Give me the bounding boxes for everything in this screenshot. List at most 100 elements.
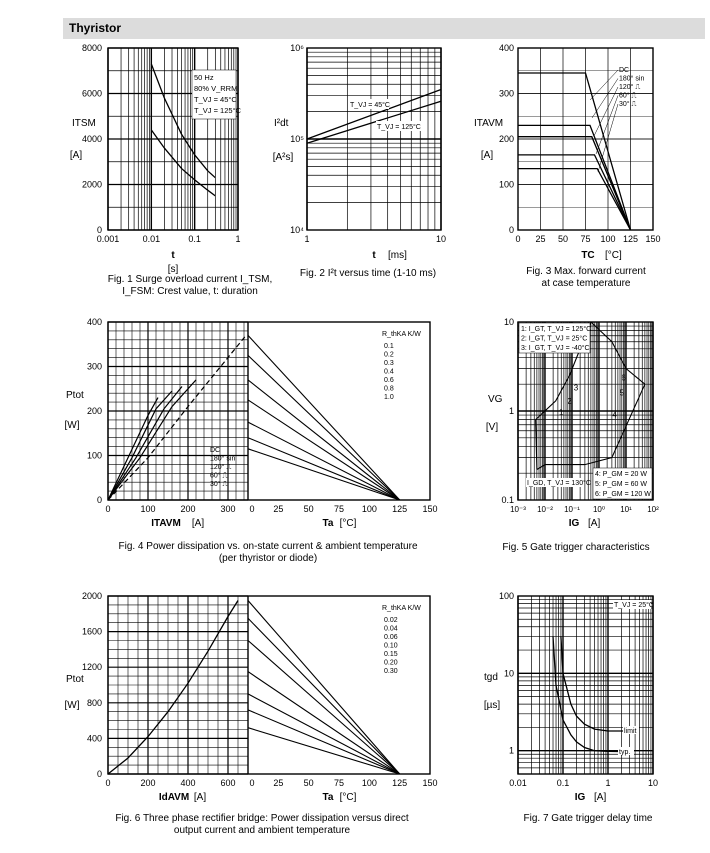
y-tick-label: 100 (499, 180, 514, 190)
y-tick-label: 300 (87, 362, 102, 372)
legend-entry: 4: P_GM = 20 W (595, 471, 647, 478)
legend-entry: DC (619, 67, 629, 74)
figure-caption: Fig. 4 Power dissipation vs. on-state cu… (118, 541, 417, 552)
y-axis-unit: [W] (65, 420, 80, 431)
y-tick-label: 10⁶ (290, 43, 304, 53)
x-tick-label: 150 (645, 234, 660, 244)
x-tick-label: 75 (580, 234, 590, 244)
x-tick-label: 125 (392, 778, 407, 788)
x-tick-label: 0.01 (143, 234, 161, 244)
y-tick-label: 0 (509, 225, 514, 235)
power-limit-curve (590, 321, 646, 385)
y-tick-label: 2000 (82, 591, 102, 601)
section-title: Thyristor (69, 21, 122, 35)
rthka-value: 0.3 (384, 360, 394, 367)
figure-6-rectifier-bridge: 0 400 800 1200 1600 2000 0 200 400 600 25 50 75 100 12… (65, 591, 438, 836)
legend-entry: 50 Hz (194, 73, 214, 82)
x-axis-unit: [A] (192, 518, 204, 529)
figure-caption: output current and ambient temperature (174, 825, 351, 836)
curve-marker: 6 (621, 374, 626, 383)
curve-t-vj-45-c (306, 88, 442, 140)
x-axis-unit: [A] (194, 792, 206, 803)
legend-entry: 120° ⎍ (210, 463, 231, 471)
trigger-bound-2 (536, 383, 646, 470)
legend-entry: 180° sin (210, 455, 235, 463)
x-axis-unit: [s] (168, 264, 179, 275)
x-axis-unit: [ms] (388, 250, 407, 261)
rthka-header: R_thKA K/W (382, 605, 421, 612)
y-tick-label: 1 (509, 406, 514, 416)
legend-leader (589, 69, 619, 101)
rthka-value: 0.20 (384, 660, 398, 667)
x-tick-label: 25 (273, 778, 283, 788)
label-bg (349, 99, 389, 109)
plot-frame (517, 47, 654, 231)
y-tick-label: 200 (87, 406, 102, 416)
curve-120- (518, 136, 632, 231)
figure-caption: Fig. 2 I²t versus time (1-10 ms) (300, 268, 436, 279)
legend-entry: DC (210, 447, 220, 454)
rthka-line-0.30 (247, 727, 400, 775)
x-axis-unit: [°C] (340, 792, 357, 803)
legend-entry: 30° ⎍ (210, 480, 228, 488)
y-axis-unit: [V] (486, 422, 498, 433)
curve-dc (518, 72, 632, 231)
curve-left-1 (107, 600, 239, 775)
rthka-line-0.6 (247, 421, 400, 501)
curve-t-vj-125-c (150, 129, 216, 197)
figure-7-gate-delay: 1 10 100 0.01 0.1 1 10 tgd [µs] IG [A] T_VJ = 25°C l… (484, 591, 658, 824)
curve-left-3 (107, 386, 183, 501)
x-tick-label: 75 (334, 778, 344, 788)
figure-caption: Fig. 5 Gate trigger characteristics (502, 542, 649, 553)
x-tick-label: 1 (235, 234, 240, 244)
x-tick-label: 50 (558, 234, 568, 244)
x-axis-unit: [A] (594, 792, 606, 803)
rthka-value: 0.04 (384, 626, 398, 633)
figure-1-surge-current: 0 2000 4000 6000 8000 0.001 0.01 0.1 1 ITSM [A] t [s… (70, 43, 272, 297)
curve-t-vj-125-c (306, 100, 442, 144)
y-axis-unit: [A²s] (273, 152, 294, 163)
rthka-line-1.0 (247, 448, 400, 501)
legend-entry: 30° ⎍ (619, 100, 637, 108)
x-tick-label: 100 (600, 234, 615, 244)
x-tick-label: 1 (605, 778, 610, 788)
x-tick-label: 10² (647, 505, 659, 514)
x-axis-label: Ta (323, 518, 334, 529)
x-tick-label: 50 (304, 504, 314, 514)
y-axis-label: VG (488, 394, 503, 405)
y-axis-label: ITSM (72, 118, 96, 129)
x-axis-unit: [°C] (340, 518, 357, 529)
legend-entry: T_VJ = 45°C (194, 95, 237, 104)
x-axis-label: TC (581, 250, 594, 261)
x-tick-label: 0 (105, 504, 110, 514)
y-axis-unit: [µs] (484, 700, 501, 711)
y-axis-label: Ptot (66, 390, 84, 401)
y-tick-label: 8000 (82, 43, 102, 53)
plot-frame (517, 595, 654, 775)
x-tick-label: 0.001 (97, 234, 120, 244)
x-tick-label: 200 (180, 504, 195, 514)
figure-caption: Fig. 1 Surge overload current I_TSM, (108, 274, 273, 285)
rthka-line-0.06 (247, 640, 401, 775)
curve-marker: 5 (620, 388, 625, 397)
y-tick-label: 10⁴ (290, 225, 304, 235)
y-axis-label: tgd (484, 672, 498, 683)
x-tick-label: 600 (220, 778, 235, 788)
plot-frame (107, 47, 239, 231)
y-tick-label: 0 (97, 495, 102, 505)
rthka-line-0.1 (247, 335, 401, 501)
x-tick-label: 10⁻² (537, 505, 553, 514)
legend-entry: 60° ⎍ (619, 92, 637, 100)
legend-entry: 3: I_GT, T_VJ = -40°C (521, 344, 590, 352)
x-tick-label: 0 (249, 504, 254, 514)
rthka-line-0.10 (247, 671, 401, 775)
curve-t-vj-45-c (150, 63, 216, 179)
figure-caption: I_FSM: Crest value, t: duration (122, 286, 258, 297)
figure-2-i2t: 10⁴ 10⁵ 10⁶ 1 10 I²dt [A²s] t [ms] T_VJ = 45°C T_V… (273, 43, 446, 279)
x-tick-label: 400 (180, 778, 195, 788)
x-tick-label: 50 (304, 778, 314, 788)
legend-entry: 5: P_GM = 60 W (595, 481, 647, 488)
y-tick-label: 0.1 (501, 495, 514, 505)
x-tick-label: 200 (140, 778, 155, 788)
series-label: T_VJ = 45°C (350, 101, 390, 109)
